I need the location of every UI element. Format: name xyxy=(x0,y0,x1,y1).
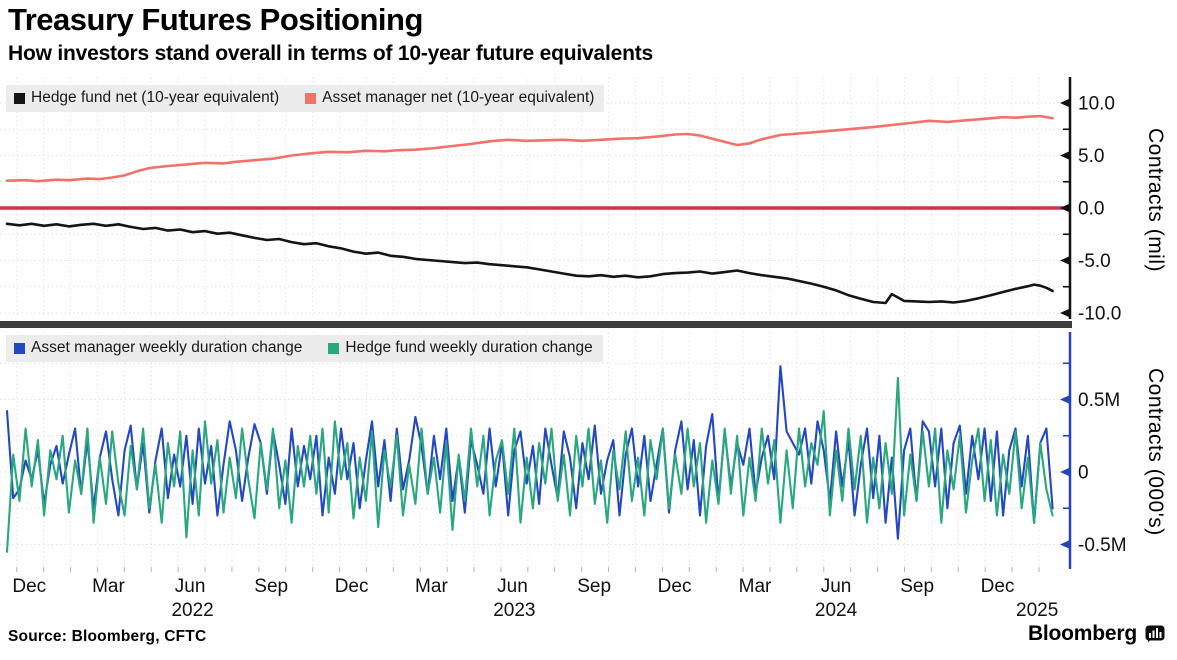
legend-color-chip xyxy=(305,92,317,104)
bloomberg-icon xyxy=(1145,625,1165,643)
legend-color-chip xyxy=(14,92,25,104)
x-axis-month-label: Mar xyxy=(738,576,772,597)
x-axis-year-label: 2024 xyxy=(814,600,858,621)
legend-item: Hedge fund net (10-year equivalent) xyxy=(14,89,279,107)
x-axis-month-label: Sep xyxy=(900,576,935,597)
x-axis-month-label: Sep xyxy=(577,576,612,597)
legend-color-chip xyxy=(328,342,340,354)
bottom-y-axis-title: Contracts (000's) xyxy=(1144,367,1167,536)
x-axis-month-label: Dec xyxy=(657,576,692,597)
svg-text:10.0: 10.0 xyxy=(1078,94,1115,115)
x-axis-month-label: Mar xyxy=(92,576,125,597)
bottom-panel-chart: 0.5M 0 -0.5M xyxy=(0,332,1127,572)
top-legend: Hedge fund net (10-year equivalent) Asset… xyxy=(6,85,605,112)
legend-item: Hedge fund weekly duration change xyxy=(328,339,593,357)
chart-title: Treasury Futures Positioning xyxy=(8,2,423,37)
legend-color-chip xyxy=(14,342,25,354)
top-panel-chart: 10.0 5.0 0.0 -5.0 -10.0 xyxy=(0,77,1121,325)
legend-label: Asset manager net (10-year equivalent) xyxy=(322,89,595,106)
svg-text:0.5M: 0.5M xyxy=(1078,390,1120,411)
x-axis-month-label: Jun xyxy=(820,576,852,597)
bloomberg-wordmark: Bloomberg xyxy=(1027,622,1137,645)
x-axis-month-label: Jun xyxy=(497,576,528,597)
x-axis-year-label: 2025 xyxy=(1016,600,1059,621)
panel-separator xyxy=(0,321,1072,328)
bottom-legend: Asset manager weekly duration change Hedg… xyxy=(6,335,603,362)
x-axis-month-label: Dec xyxy=(334,576,369,597)
svg-text:-5.0: -5.0 xyxy=(1078,251,1111,272)
x-axis-month-label: Dec xyxy=(980,576,1015,597)
x-axis-month-label: Sep xyxy=(254,576,289,597)
svg-text:-10.0: -10.0 xyxy=(1078,304,1121,325)
chart-subtitle: How investors stand overall in terms of … xyxy=(8,42,653,65)
svg-text:5.0: 5.0 xyxy=(1078,146,1104,167)
bloomberg-logo: Bloomberg xyxy=(1028,622,1165,646)
x-axis-month-label: Jun xyxy=(174,576,206,597)
legend-label: Asset manager weekly duration change xyxy=(31,339,303,356)
legend-item: Asset manager net (10-year equivalent) xyxy=(305,89,594,107)
legend-item: Asset manager weekly duration change xyxy=(14,339,302,357)
svg-text:-0.5M: -0.5M xyxy=(1078,535,1127,556)
x-axis-month-label: Mar xyxy=(415,576,448,597)
svg-text:0.0: 0.0 xyxy=(1078,199,1104,220)
legend-label: Hedge fund net (10-year equivalent) xyxy=(31,89,280,106)
svg-text:0: 0 xyxy=(1078,463,1089,484)
x-axis-year-label: 2023 xyxy=(493,600,536,621)
source-note: Source: Bloomberg, CFTC xyxy=(8,628,207,645)
x-axis-month-label: Dec xyxy=(12,576,47,597)
top-y-axis-title: Contracts (mil) xyxy=(1144,127,1167,272)
legend-label: Hedge fund weekly duration change xyxy=(345,339,593,356)
x-axis-year-label: 2022 xyxy=(171,600,214,621)
